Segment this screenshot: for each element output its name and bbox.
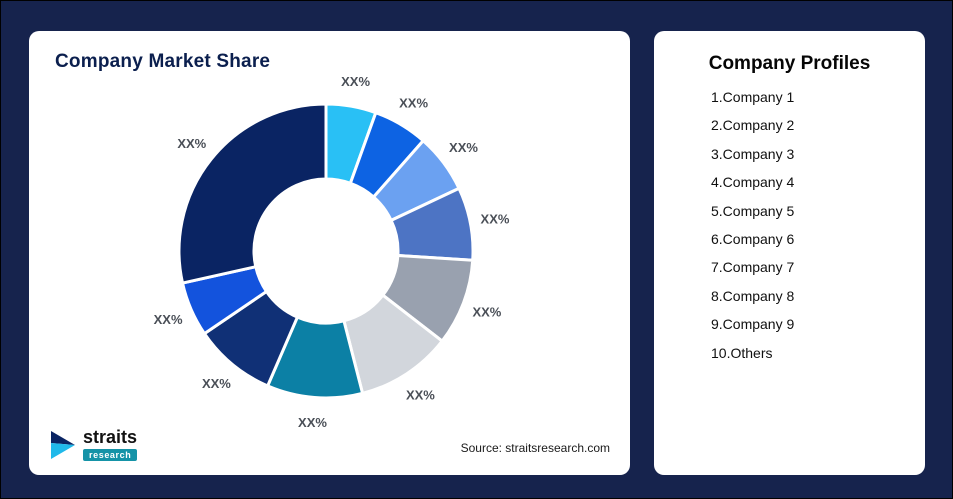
logo-sub-brand-text: research <box>83 449 138 461</box>
segment-label: XX% <box>449 140 478 155</box>
segment-label: XX% <box>406 387 435 402</box>
source-attribution: Source: straitsresearch.com <box>460 441 610 455</box>
company-profile-item: 6.Company 6 <box>711 231 795 248</box>
company-profile-item: 5.Company 5 <box>711 202 795 219</box>
profiles-title: Company Profiles <box>708 53 871 74</box>
straits-research-logo: straits research <box>51 427 138 461</box>
company-profile-item: 4.Company 4 <box>711 174 795 191</box>
segment-label: XX% <box>481 211 510 226</box>
company-profile-item: 7.Company 7 <box>711 259 795 276</box>
company-profile-item: 2.Company 2 <box>711 117 795 134</box>
segment-label: XX% <box>202 376 231 391</box>
donut-chart: XX% XX% XX% XX% XX% XX% XX% XX% XX% XX% <box>96 21 556 481</box>
segment-label: XX% <box>154 312 183 327</box>
segment-label: XX% <box>298 415 327 430</box>
company-profiles-list: 1.Company 1 2.Company 2 3.Company 3 4.Compa… <box>711 83 925 367</box>
logo-brand-text: straits <box>83 427 138 448</box>
donut-chart-svg: XX% XX% XX% XX% XX% XX% XX% XX% XX% XX% <box>154 74 510 430</box>
company-profile-item: 8.Company 8 <box>711 287 795 304</box>
logo-text: straits research <box>83 427 138 461</box>
market-share-card: Company Market Share XX% XX% XX% XX% XX% XX% X… <box>29 31 630 475</box>
segment-label: XX% <box>177 136 206 151</box>
segment-label: XX% <box>341 74 370 89</box>
chart-title: Company Market Share <box>55 51 271 72</box>
company-profiles-card: Company Profiles 1.Company 1 2.Company 2 3… <box>654 31 925 475</box>
company-profile-item: 9.Company 9 <box>711 316 795 333</box>
logo-triangle-icon <box>51 430 75 459</box>
company-profile-item: 3.Company 3 <box>711 145 795 162</box>
company-profile-item: 10.Others <box>711 344 773 361</box>
segment-label: XX% <box>472 304 501 319</box>
segment-label: XX% <box>399 96 428 111</box>
donut-segment-others <box>177 102 328 285</box>
company-profile-item: 1.Company 1 <box>711 89 795 105</box>
